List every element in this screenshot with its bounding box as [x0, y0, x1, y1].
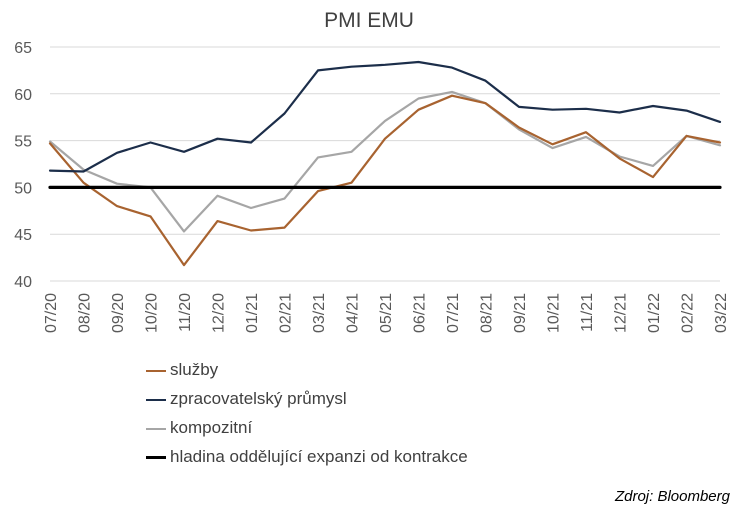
x-tick-label: 03/22 [713, 293, 730, 333]
series-line-1 [48, 60, 722, 173]
series-lines [48, 60, 722, 267]
x-tick-label: 08/21 [479, 293, 496, 333]
x-tick-label: 01/21 [244, 293, 261, 333]
x-tick-label: 02/21 [278, 293, 295, 333]
x-tick-label: 09/21 [512, 293, 529, 333]
y-tick-label: 40 [14, 274, 32, 291]
y-tick-label: 65 [14, 40, 32, 57]
legend-swatch [146, 427, 166, 430]
y-tick-label: 55 [14, 134, 32, 151]
legend-item: služby [146, 355, 706, 384]
x-tick-label: 07/21 [445, 293, 462, 333]
x-tick-label: 05/21 [378, 293, 395, 333]
x-tick-label: 08/20 [77, 293, 94, 333]
series-line-0 [48, 94, 722, 267]
y-axis-ticks: 40 45 50 55 60 65 [14, 40, 32, 291]
legend-swatch [146, 398, 166, 401]
pmi-chart: PMI EMU 40 45 50 55 60 65 07/20 08/20 09/20 10/2… [14, 9, 730, 333]
y-tick-label: 60 [14, 87, 32, 104]
source-note: Zdroj: Bloomberg [614, 488, 730, 505]
x-tick-label: 09/20 [110, 293, 127, 333]
x-tick-label: 12/21 [613, 293, 630, 333]
x-tick-label: 11/20 [177, 293, 194, 332]
legend-label: služby [170, 360, 219, 379]
legend-item: hladina oddělující expanzi od kontrakce [146, 442, 706, 471]
x-axis-ticks: 07/20 08/20 09/20 10/20 11/20 12/20 01/21 02/21… [43, 293, 730, 333]
y-tick-label: 45 [14, 227, 32, 244]
legend-label: zpracovatelský průmysl [170, 389, 347, 408]
x-tick-label: 02/22 [680, 293, 697, 333]
legend-label: hladina oddělující expanzi od kontrakce [170, 447, 468, 466]
legend-item: zpracovatelský průmysl [146, 384, 706, 413]
legend-swatch [146, 456, 166, 460]
x-tick-label: 03/21 [311, 293, 328, 333]
legend-swatch [146, 369, 166, 372]
x-tick-label: 06/21 [412, 293, 429, 333]
legend-label: kompozitní [170, 418, 253, 437]
x-tick-label: 01/22 [646, 293, 663, 333]
x-tick-label: 11/21 [579, 293, 596, 332]
legend-item: kompozitní [146, 413, 706, 442]
gridlines [50, 46, 720, 282]
x-tick-label: 07/20 [43, 293, 60, 333]
x-tick-label: 12/20 [211, 293, 228, 333]
x-tick-label: 10/20 [144, 293, 161, 333]
x-tick-label: 10/21 [546, 293, 563, 333]
x-tick-label: 04/21 [345, 293, 362, 333]
legend: služby zpracovatelský průmysl kompozitní hl… [146, 355, 706, 471]
y-tick-label: 50 [14, 180, 32, 197]
chart-title: PMI EMU [324, 9, 414, 32]
